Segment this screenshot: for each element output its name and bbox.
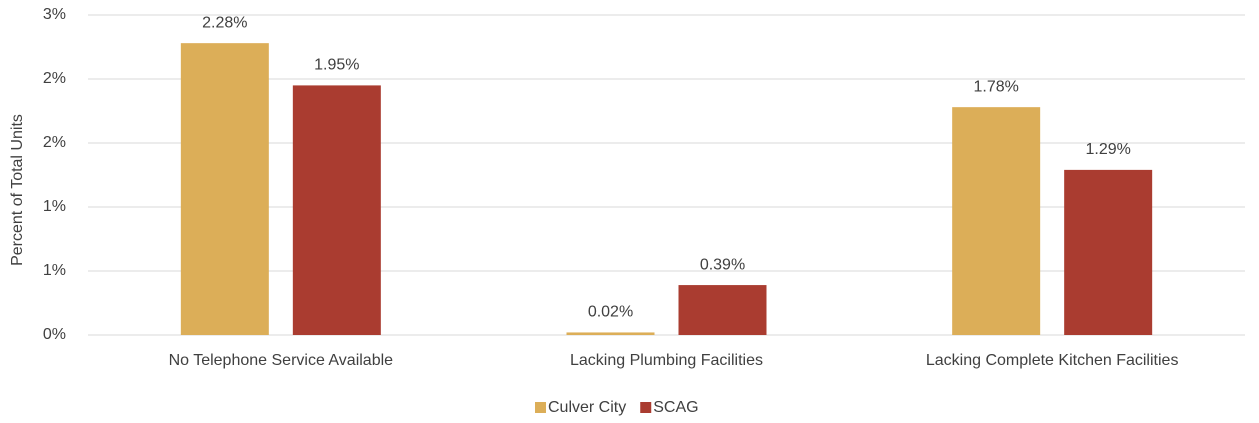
bar	[678, 285, 767, 335]
bar	[952, 107, 1041, 335]
y-tick-label: 1%	[43, 198, 66, 215]
legend-swatch	[640, 402, 652, 413]
y-tick-label: 0%	[43, 326, 66, 343]
x-tick-label: Lacking Plumbing Facilities	[570, 352, 763, 369]
data-label: 1.95%	[314, 57, 359, 74]
data-label: 0.02%	[588, 304, 633, 321]
legend-label: Culver City	[548, 399, 626, 416]
data-label: 1.78%	[973, 78, 1018, 95]
y-tick-label: 2%	[43, 70, 66, 87]
x-tick-label: No Telephone Service Available	[169, 352, 394, 369]
bar	[292, 85, 381, 336]
y-tick-label: 3%	[43, 6, 66, 23]
bar	[180, 43, 269, 335]
data-label: 2.28%	[202, 14, 247, 31]
y-axis-title: Percent of Total Units	[9, 114, 26, 266]
bar	[566, 332, 655, 335]
bar	[1064, 169, 1153, 335]
data-label: 1.29%	[1085, 141, 1130, 158]
legend-swatch	[535, 402, 546, 413]
legend-label: SCAG	[653, 399, 698, 416]
x-tick-label: Lacking Complete Kitchen Facilities	[926, 352, 1179, 369]
y-tick-label: 1%	[43, 262, 66, 279]
data-label: 0.39%	[700, 256, 745, 273]
y-tick-label: 2%	[43, 134, 66, 151]
